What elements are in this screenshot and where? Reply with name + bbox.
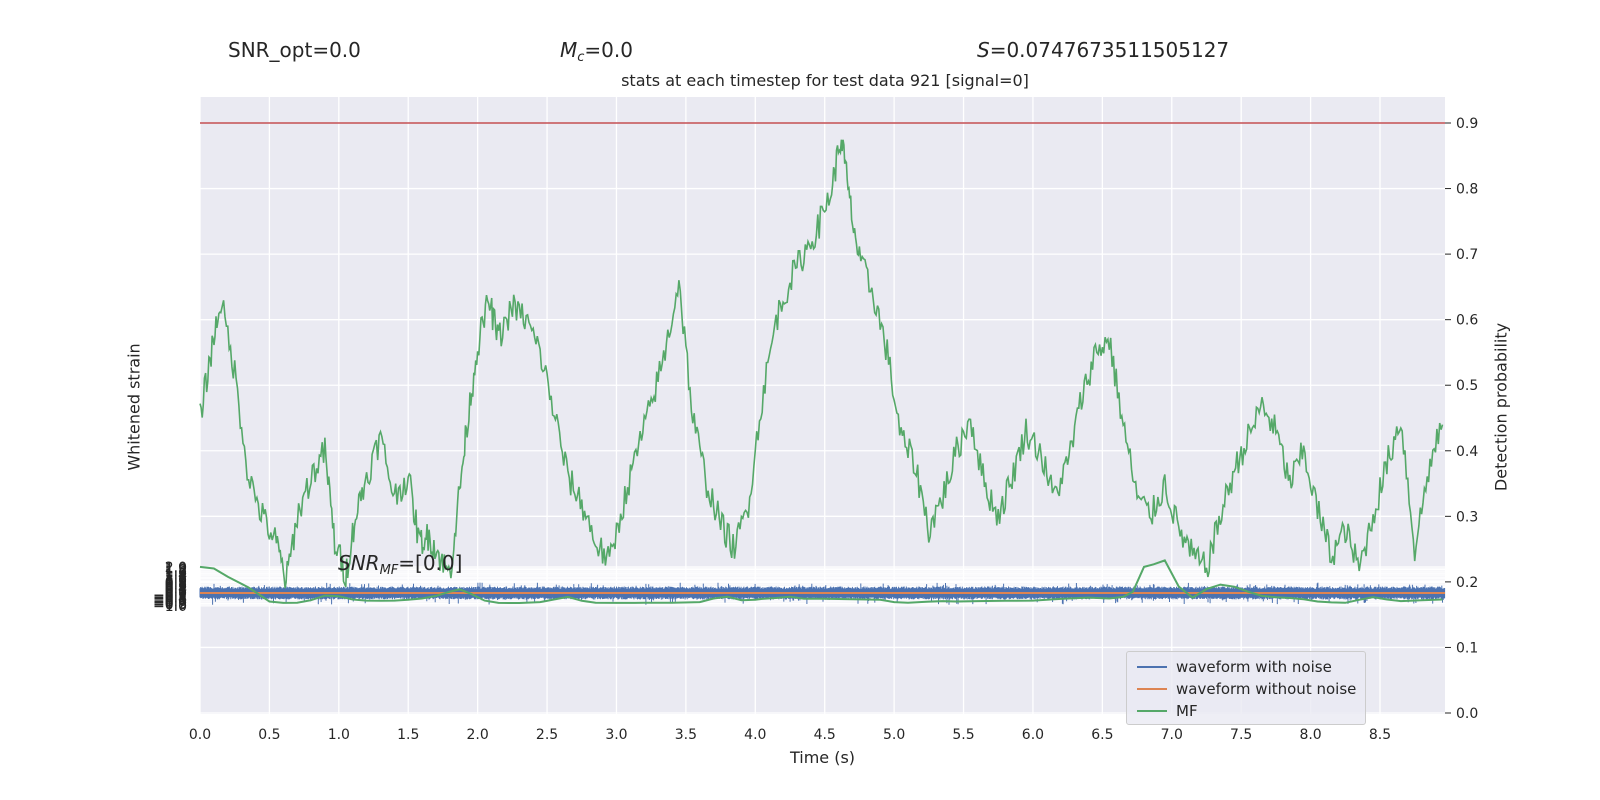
snr-opt-label: SNR_opt=0.0 — [228, 38, 361, 62]
y-left-tick-label: −0.8 — [153, 596, 187, 612]
x-tick-label: 6.5 — [1091, 727, 1113, 743]
y-left-tick-label: 1.9 — [165, 561, 187, 577]
snr-mf-annotation: SNRMF=[0.0] — [338, 551, 462, 578]
snr-mf-value: =[0.0] — [398, 551, 463, 575]
y-right-tick-label: 0.8 — [1456, 182, 1478, 198]
x-axis-ticks: 0.0 0.5 1.0 1.5 2.0 2.5 3.0 3.5 4.0 4.5 5.0 5.5 6.0 6… — [189, 727, 1391, 743]
y-left-tick-label: −0.3 — [153, 590, 187, 606]
y-left-tick-label: 0.0 — [165, 586, 187, 602]
y-axis-right-label: Detection probability — [1491, 322, 1511, 492]
series-mf-probability — [199, 139, 1444, 589]
y-left-tick-label: 0.2 — [165, 583, 187, 599]
y-right-tick-label: 0.3 — [1456, 509, 1478, 525]
x-tick-label: 8.5 — [1369, 727, 1391, 743]
legend-swatch-waveform-with-noise — [1137, 666, 1167, 668]
y-left-tick-label: −0.2 — [153, 589, 187, 605]
legend-label: waveform with noise — [1176, 658, 1332, 676]
y-axis-right-ticks: 0.0 0.1 0.2 0.3 0.4 0.5 0.6 0.7 0.8 0.9 — [1445, 116, 1478, 722]
x-tick-label: 3.0 — [605, 727, 627, 743]
snr-mf-symbol: SNR — [338, 551, 380, 575]
chirp-mass-label: Mc=0.0 — [560, 38, 633, 65]
y-left-tick-label: 0.7 — [165, 577, 187, 593]
mc-value: =0.0 — [584, 38, 633, 62]
y-right-tick-label: 0.1 — [1456, 640, 1478, 656]
x-tick-label: 2.0 — [467, 727, 489, 743]
y-left-tick-label: −0.1 — [153, 587, 187, 603]
x-tick-label: 3.5 — [675, 727, 697, 743]
x-tick-label: 8.0 — [1299, 727, 1321, 743]
x-tick-label: 4.0 — [744, 727, 766, 743]
y-left-tick-label: 0.5 — [165, 579, 187, 595]
y-left-tick-label: 0.4 — [165, 581, 187, 597]
y-left-tick-label: 1.6 — [165, 565, 187, 581]
series-group — [199, 122, 1446, 605]
y-left-tick-label: 0.8 — [165, 576, 187, 592]
legend-entry-mf: MF — [1137, 700, 1198, 722]
legend-swatch-waveform-without-noise — [1137, 688, 1167, 690]
s-value: =0.0747673511505127 — [989, 38, 1230, 62]
y-axis-left-ticks: −1.0−0.9−0.8−0.7−0.6−0.5−0.4−0.3−0.2−0.1… — [153, 560, 187, 615]
y-left-tick-label: 0.3 — [165, 582, 187, 598]
y-left-tick-label: 0.9 — [165, 574, 187, 590]
y-axis-left-label: Whitened strain — [124, 343, 144, 471]
y-right-tick-label: 0.4 — [1456, 444, 1478, 460]
y-left-tick-label: 1.5 — [165, 566, 187, 582]
x-tick-label: 1.0 — [328, 727, 350, 743]
y-left-tick-label: −0.6 — [153, 594, 187, 610]
legend-swatch-mf — [1137, 710, 1167, 712]
y-left-tick-label: 0.6 — [165, 578, 187, 594]
x-tick-label: 2.5 — [536, 727, 558, 743]
y-left-tick-label: 1.8 — [165, 563, 187, 579]
s-symbol: S — [977, 38, 990, 62]
y-left-tick-label: −0.9 — [153, 598, 187, 614]
y-left-tick-label: 1.0 — [165, 573, 187, 589]
y-left-tick-label: 1.3 — [165, 569, 187, 585]
y-left-tick-label: −0.5 — [153, 593, 187, 609]
series-mf — [199, 559, 1443, 605]
x-axis-label: Time (s) — [789, 748, 856, 767]
y-right-tick-label: 0.7 — [1456, 247, 1478, 263]
x-tick-label: 0.5 — [258, 727, 280, 743]
y-left-tick-label: 1.7 — [165, 564, 187, 580]
y-left-tick-label: −0.4 — [153, 591, 187, 607]
y-right-tick-label: 0.0 — [1456, 706, 1478, 722]
chart-title: stats at each timestep for test data 921… — [621, 71, 1029, 90]
legend-entry-waveform-without-noise: waveform without noise — [1137, 678, 1356, 700]
y-left-tick-label: 0.1 — [165, 585, 187, 601]
legend-label: MF — [1176, 702, 1198, 720]
y-right-tick-label: 0.5 — [1456, 378, 1478, 394]
legend-label: waveform without noise — [1176, 680, 1357, 698]
legend-entry-waveform-with-noise: waveform with noise — [1137, 656, 1332, 678]
x-tick-label: 7.5 — [1230, 727, 1252, 743]
y-left-tick-label: 1.2 — [165, 570, 187, 586]
x-tick-label: 7.0 — [1161, 727, 1183, 743]
mc-subscript: c — [577, 50, 585, 65]
y-right-tick-label: 0.9 — [1456, 116, 1478, 132]
y-left-tick-label: 1.1 — [165, 572, 187, 588]
plot-area — [200, 97, 1445, 714]
x-tick-label: 5.5 — [952, 727, 974, 743]
y-right-tick-label: 0.2 — [1456, 575, 1478, 591]
mc-symbol: M — [560, 38, 578, 62]
y-right-tick-label: 0.6 — [1456, 313, 1478, 329]
x-tick-label: 6.0 — [1022, 727, 1044, 743]
x-tick-label: 5.0 — [883, 727, 905, 743]
s-statistic-label: S=0.0747673511505127 — [977, 38, 1229, 62]
y-left-tick-label: −1.0 — [153, 599, 187, 615]
x-tick-label: 4.5 — [814, 727, 836, 743]
y-left-tick-label: 2.0 — [165, 560, 187, 576]
legend: waveform with noise waveform without noi… — [1126, 651, 1366, 725]
x-tick-label: 1.5 — [397, 727, 419, 743]
y-left-tick-label: −0.7 — [153, 595, 187, 611]
y-left-tick-label: 1.4 — [165, 568, 187, 584]
x-tick-label: 0.0 — [189, 727, 211, 743]
snr-mf-subscript: MF — [379, 563, 399, 578]
